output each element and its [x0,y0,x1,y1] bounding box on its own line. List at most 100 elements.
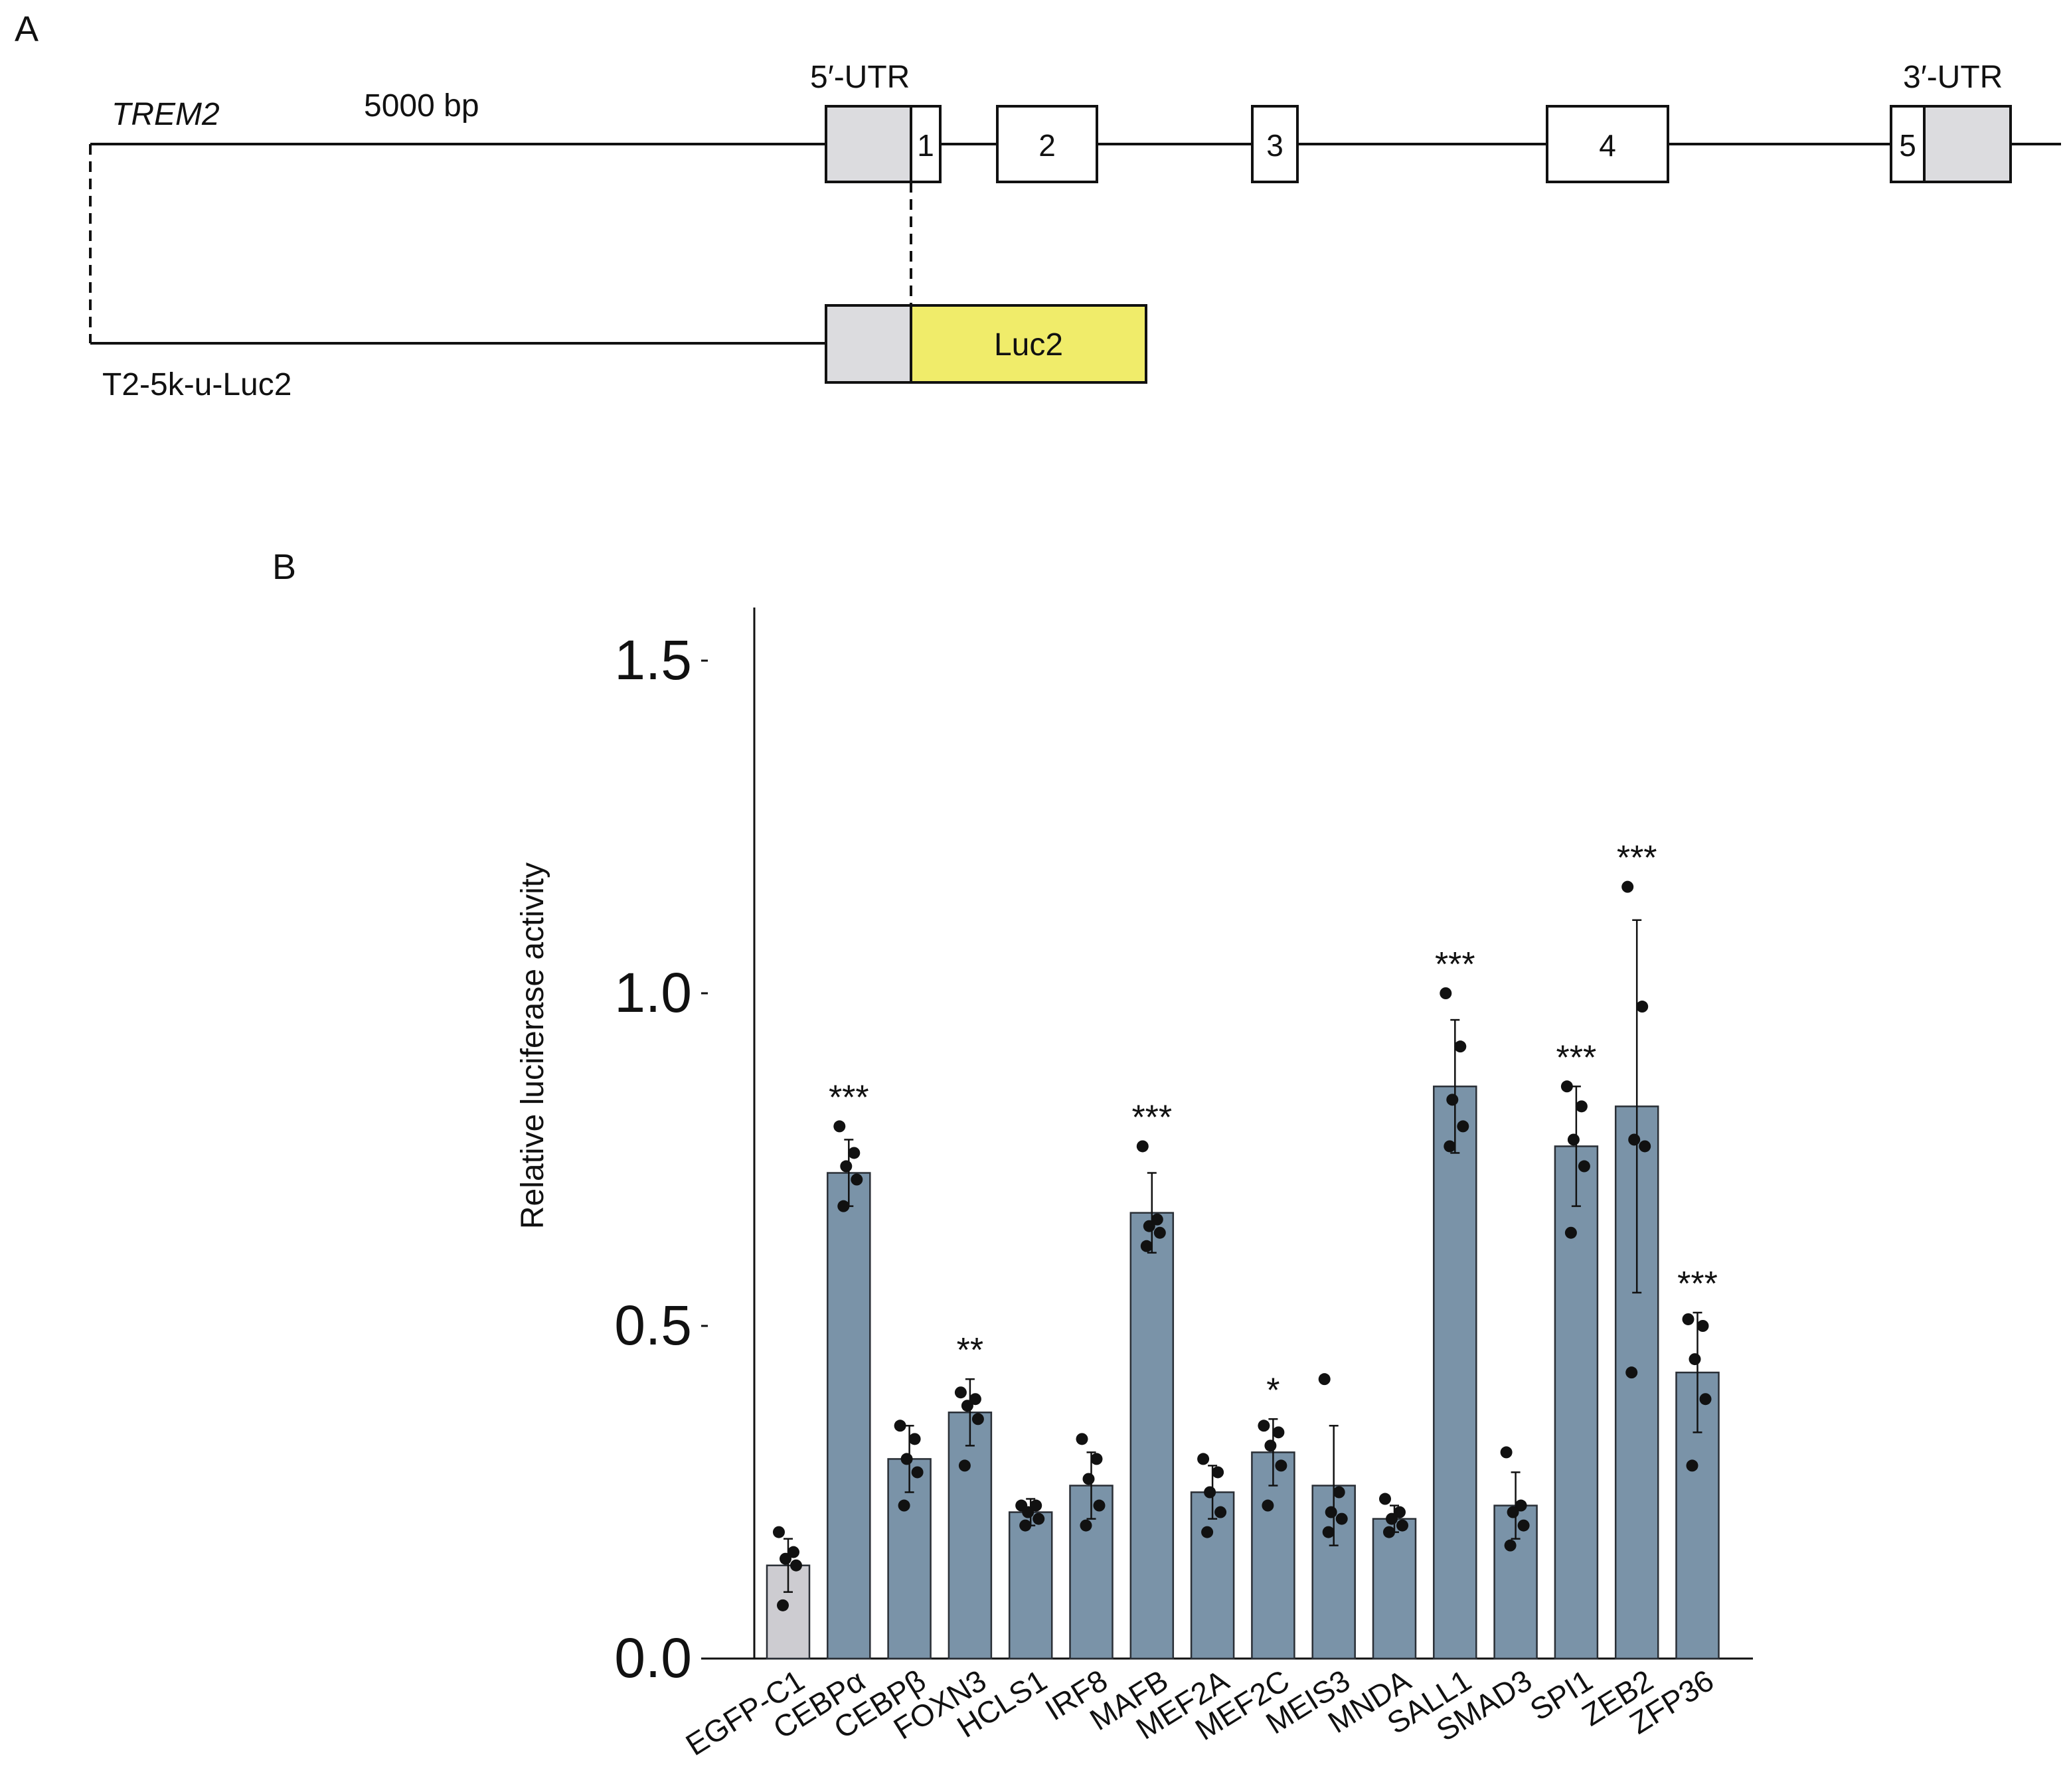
data-point [790,1559,802,1572]
data-point [1201,1526,1214,1538]
panel-b-label: B [272,547,296,587]
data-point [1143,1220,1155,1232]
data-point [1204,1486,1216,1499]
utr3-label: 3′-UTR [1903,60,2003,95]
data-point [1621,880,1634,893]
y-ticks: 0.0 0.5 1.0 1.5 [614,629,708,1689]
data-point [1153,1226,1166,1239]
data-point [1264,1439,1277,1452]
exon-2-box [996,105,1098,183]
utr5-box [825,105,912,183]
utr3-box [1923,105,2012,183]
data-point [837,1200,850,1212]
data-point [1272,1426,1285,1439]
data-point [840,1160,853,1173]
data-point [1082,1473,1095,1485]
data-point [1440,987,1452,999]
data-point [1636,1001,1649,1013]
bar [827,1172,871,1660]
data-point [958,1459,971,1472]
bar-chart: B Relative luciferase activity 0.0 0.5 1.0… [272,547,1753,1762]
luc2-box [910,304,1147,384]
data-point [900,1453,913,1465]
y-tick-label: 0.5 [614,1294,692,1356]
data-point [833,1120,846,1133]
data-point [971,1413,984,1425]
data-point [1383,1526,1395,1538]
exon-1-box [910,105,942,183]
construct-label: T2-5k-u-Luc2 [102,367,291,402]
exon-5-label: 5 [1899,128,1916,163]
data-point [908,1433,921,1445]
data-point [848,1147,861,1159]
data-point [777,1599,789,1611]
exon-2-label: 2 [1038,128,1056,163]
data-point [1275,1459,1287,1472]
significance-label: *** [1617,839,1657,878]
data-point [1500,1446,1513,1459]
exon-1-label: 1 [917,128,934,163]
data-point [894,1420,906,1432]
data-point [1686,1459,1698,1472]
data-point [1446,1094,1459,1106]
panel-a-label: A [15,9,39,49]
bar [1372,1518,1417,1660]
data-point [1093,1499,1106,1512]
data-point [1090,1453,1103,1465]
data-point [1517,1519,1530,1532]
exon-5-box [1890,105,1926,183]
data-point [787,1546,799,1558]
significance-label: *** [1131,1098,1172,1137]
exon-4-label: 4 [1599,128,1616,163]
data-point [1333,1486,1345,1499]
data-point [1022,1506,1034,1518]
data-point [1335,1512,1348,1525]
data-point [1396,1519,1408,1532]
data-point [1262,1499,1274,1512]
data-point [1325,1506,1337,1518]
data-point [1457,1120,1469,1133]
construct-utr-box [825,304,912,384]
exon-3-box [1251,105,1299,183]
data-point [1699,1393,1712,1406]
data-point [1322,1526,1335,1538]
significance-label: ** [957,1331,983,1370]
data-point [1379,1493,1391,1505]
data-point [1080,1519,1092,1532]
data-point [1689,1353,1701,1366]
data-point [969,1393,981,1406]
significance-label: *** [1435,945,1475,984]
significance-label: *** [1556,1038,1597,1077]
data-point [961,1400,973,1412]
data-point [851,1173,863,1186]
data-point [1136,1140,1149,1153]
data-point [1258,1420,1270,1432]
bar [1554,1145,1599,1660]
y-tick-label: 1.5 [614,629,692,691]
y-tick-label: 0.0 [614,1627,692,1689]
bar [1129,1212,1175,1660]
bars: ********************* [766,839,1720,1660]
y-tick-label: 1.0 [614,961,692,1024]
exon-3-label: 3 [1266,128,1283,163]
bar [1190,1491,1235,1660]
significance-label: * [1266,1371,1280,1410]
data-point [1504,1539,1517,1552]
data-point [1560,1080,1573,1093]
data-point [954,1386,967,1399]
data-point [1454,1040,1467,1053]
utr5-label: 5′-UTR [810,60,910,95]
data-point [1567,1133,1580,1146]
data-point [1575,1100,1588,1113]
y-axis-label: Relative luciferase activity [515,862,550,1229]
data-point [1578,1160,1590,1173]
data-point [1214,1506,1227,1518]
bar [948,1412,993,1660]
data-point [1019,1519,1032,1532]
data-point [898,1499,910,1512]
data-point [1564,1226,1577,1239]
data-point [1507,1506,1519,1518]
data-point [1033,1512,1045,1525]
data-point [1682,1313,1695,1325]
significance-label: *** [829,1078,869,1117]
